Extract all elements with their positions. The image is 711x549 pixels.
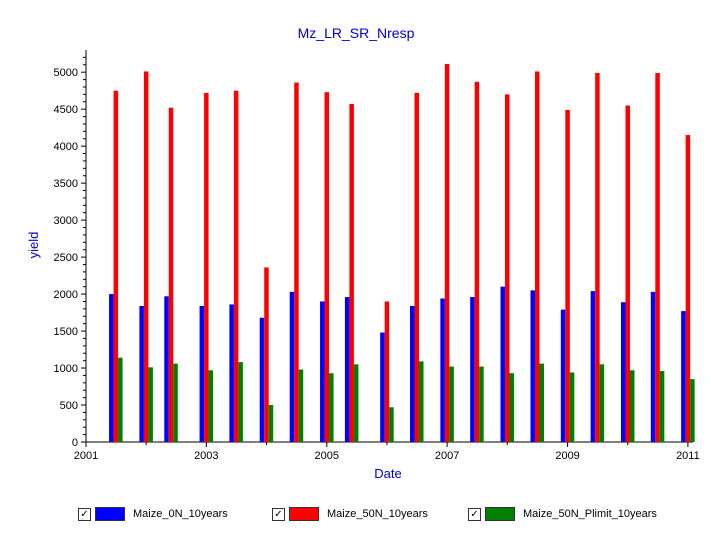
- bar-maize-50n-10years-2010-01: [625, 105, 630, 443]
- bar-maize-50n-plimit-10years-2004-01: [268, 405, 274, 442]
- bar-maize-50n-plimit-10years-2005-06: [353, 364, 359, 442]
- bar-maize-50n-plimit-10years-2010-07: [659, 370, 665, 442]
- legend: ✓ Maize_0N_10years ✓ Maize_50N_10years ✓…: [0, 504, 711, 526]
- bar-maize-50n-10years-2007-07: [474, 81, 480, 442]
- bar-maize-0n-10years-2003-01: [199, 305, 205, 442]
- bar-maize-0n-10years-2006-07: [410, 305, 415, 442]
- x-tick-label: 2003: [194, 450, 218, 462]
- y-tick-label: 4000: [54, 141, 78, 153]
- bar-maize-50n-plimit-10years-2003-07: [238, 362, 243, 442]
- bar-maize-50n-plimit-10years-2001-07: [118, 357, 123, 442]
- legend-checkbox-50n-plimit[interactable]: ✓: [468, 507, 481, 521]
- bar-maize-0n-10years-2011-01: [681, 311, 686, 442]
- bar-maize-50n-10years-2005-06: [349, 103, 354, 442]
- y-tick-label: 0: [72, 437, 78, 449]
- bar-maize-0n-10years-2003-07: [229, 304, 234, 442]
- bars: [109, 64, 695, 443]
- y-axis: 0 500 1000 1500 2000 2500 3000 3500 4000 4500 5000: [54, 50, 87, 449]
- bar-maize-50n-plimit-10years-2007-07: [479, 366, 484, 442]
- legend-checkbox-0n[interactable]: ✓: [78, 507, 91, 521]
- y-axis-title: yield: [26, 232, 41, 259]
- bar-maize-0n-10years-2005-01: [320, 301, 325, 442]
- legend-checkbox-50n[interactable]: ✓: [272, 507, 285, 521]
- bar-maize-50n-plimit-10years-2003-01: [208, 370, 214, 442]
- bar-maize-50n-plimit-10years-2008-07: [539, 363, 545, 442]
- legend-label-50n[interactable]: Maize_50N_10years: [327, 508, 428, 520]
- bar-maize-50n-10years-2004-07: [294, 82, 299, 442]
- bar-maize-50n-10years-2003-01: [204, 92, 209, 443]
- bar-maize-50n-10years-2002-06: [168, 107, 174, 443]
- bar-maize-0n-10years-2002-06: [164, 296, 169, 442]
- bar-maize-0n-10years-2005-06: [344, 297, 350, 442]
- bar-maize-50n-plimit-10years-2002-06: [173, 363, 178, 442]
- legend-swatch-50n-plimit[interactable]: [485, 507, 515, 521]
- bar-maize-50n-plimit-10years-2002-01: [148, 367, 153, 442]
- legend-label-0n[interactable]: Maize_0N_10years: [133, 508, 228, 520]
- y-tick-label: 5000: [54, 67, 78, 79]
- bar-maize-50n-10years-2002-01: [143, 71, 149, 442]
- bar-maize-0n-10years-2001-07: [109, 294, 114, 442]
- bar-maize-50n-plimit-10years-2010-01: [629, 370, 635, 442]
- bar-maize-50n-plimit-10years-2006-01: [389, 407, 394, 442]
- legend-label-50n-plimit[interactable]: Maize_50N_Plimit_10years: [523, 508, 657, 520]
- x-tick-label: 2011: [676, 450, 700, 462]
- bar-maize-0n-10years-2002-01: [139, 305, 144, 442]
- bar-maize-50n-10years-2007-01: [444, 64, 450, 443]
- bar-maize-50n-10years-2004-01: [264, 267, 269, 442]
- bar-maize-50n-plimit-10years-2006-07: [419, 361, 424, 442]
- bar-maize-0n-10years-2004-01: [259, 317, 265, 442]
- bar-maize-50n-10years-2005-01: [324, 92, 330, 442]
- x-tick-label: 2001: [74, 450, 98, 462]
- bar-maize-50n-10years-2010-07: [655, 72, 660, 443]
- x-axis: 2001 2003 2005 2007 2009 2011: [74, 441, 700, 462]
- bar-maize-50n-plimit-10years-2011-01: [690, 379, 695, 442]
- y-tick-label: 1500: [54, 326, 78, 338]
- y-tick-label: 3500: [54, 178, 78, 190]
- bar-maize-0n-10years-2007-01: [440, 298, 445, 442]
- bar-maize-50n-10years-2008-01: [505, 94, 510, 443]
- bar-maize-0n-10years-2008-01: [500, 286, 506, 442]
- bar-maize-0n-10years-2004-07: [289, 291, 295, 442]
- y-tick-label: 2500: [54, 252, 78, 264]
- bar-maize-0n-10years-2006-01: [380, 332, 385, 442]
- y-tick-label: 3000: [54, 215, 78, 227]
- x-axis-title: Date: [374, 466, 401, 481]
- legend-swatch-50n[interactable]: [289, 507, 319, 521]
- y-tick-label: 4500: [54, 104, 78, 116]
- bar-maize-50n-10years-2003-07: [233, 90, 239, 442]
- bar-maize-50n-10years-2009-07: [595, 72, 600, 443]
- bar-maize-50n-10years-2011-01: [685, 135, 691, 442]
- bar-maize-50n-10years-2009-01: [565, 109, 570, 443]
- y-tick-label: 1000: [54, 363, 78, 375]
- legend-swatch-0n[interactable]: [95, 507, 125, 521]
- bar-maize-0n-10years-2010-07: [650, 291, 656, 442]
- bar-maize-50n-10years-2008-07: [535, 71, 540, 442]
- x-tick-label: 2005: [315, 450, 339, 462]
- bar-maize-0n-10years-2009-07: [590, 291, 596, 442]
- bar-maize-50n-plimit-10years-2008-01: [509, 373, 515, 442]
- bar-maize-50n-plimit-10years-2005-01: [329, 373, 334, 442]
- bar-maize-0n-10years-2008-07: [530, 290, 536, 442]
- bar-maize-50n-10years-2006-01: [384, 301, 390, 442]
- bar-maize-50n-plimit-10years-2009-01: [569, 372, 575, 442]
- bar-maize-0n-10years-2007-07: [470, 297, 475, 442]
- legend-item-50n[interactable]: ✓ Maize_50N_10years: [272, 504, 428, 524]
- chart-title: Mz_LR_SR_Nresp: [298, 25, 415, 41]
- y-tick-label: 500: [60, 400, 78, 412]
- legend-item-50n-plimit[interactable]: ✓ Maize_50N_Plimit_10years: [468, 504, 657, 524]
- x-tick-label: 2007: [435, 450, 459, 462]
- bar-maize-50n-10years-2006-07: [414, 92, 420, 443]
- legend-item-0n[interactable]: ✓ Maize_0N_10years: [78, 504, 228, 524]
- bar-maize-50n-plimit-10years-2009-07: [599, 364, 605, 442]
- bar-maize-50n-plimit-10years-2004-07: [298, 369, 304, 442]
- bar-maize-50n-10years-2001-07: [113, 90, 119, 442]
- bar-maize-0n-10years-2009-01: [560, 309, 566, 442]
- x-tick-label: 2009: [555, 450, 579, 462]
- y-tick-label: 2000: [54, 289, 78, 301]
- bar-maize-50n-plimit-10years-2007-01: [449, 366, 454, 442]
- bar-maize-0n-10years-2010-01: [620, 302, 626, 442]
